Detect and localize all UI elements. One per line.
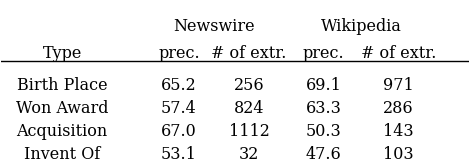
Text: 1112: 1112 bbox=[228, 123, 269, 140]
Text: 286: 286 bbox=[383, 100, 414, 117]
Text: 256: 256 bbox=[234, 77, 264, 94]
Text: 971: 971 bbox=[383, 77, 414, 94]
Text: 53.1: 53.1 bbox=[161, 146, 197, 163]
Text: 47.6: 47.6 bbox=[306, 146, 342, 163]
Text: 57.4: 57.4 bbox=[161, 100, 197, 117]
Text: # of extr.: # of extr. bbox=[212, 45, 287, 62]
Text: prec.: prec. bbox=[303, 45, 345, 62]
Text: 67.0: 67.0 bbox=[161, 123, 197, 140]
Text: 69.1: 69.1 bbox=[306, 77, 342, 94]
Text: Newswire: Newswire bbox=[173, 18, 255, 35]
Text: Acquisition: Acquisition bbox=[16, 123, 108, 140]
Text: Invent Of: Invent Of bbox=[24, 146, 100, 163]
Text: 50.3: 50.3 bbox=[306, 123, 342, 140]
Text: 103: 103 bbox=[383, 146, 414, 163]
Text: 65.2: 65.2 bbox=[161, 77, 197, 94]
Text: Type: Type bbox=[42, 45, 82, 62]
Text: Won Award: Won Award bbox=[16, 100, 109, 117]
Text: 32: 32 bbox=[239, 146, 259, 163]
Text: Wikipedia: Wikipedia bbox=[321, 18, 401, 35]
Text: 143: 143 bbox=[383, 123, 414, 140]
Text: 824: 824 bbox=[234, 100, 264, 117]
Text: # of extr.: # of extr. bbox=[361, 45, 436, 62]
Text: prec.: prec. bbox=[158, 45, 200, 62]
Text: 63.3: 63.3 bbox=[306, 100, 342, 117]
Text: Birth Place: Birth Place bbox=[17, 77, 108, 94]
